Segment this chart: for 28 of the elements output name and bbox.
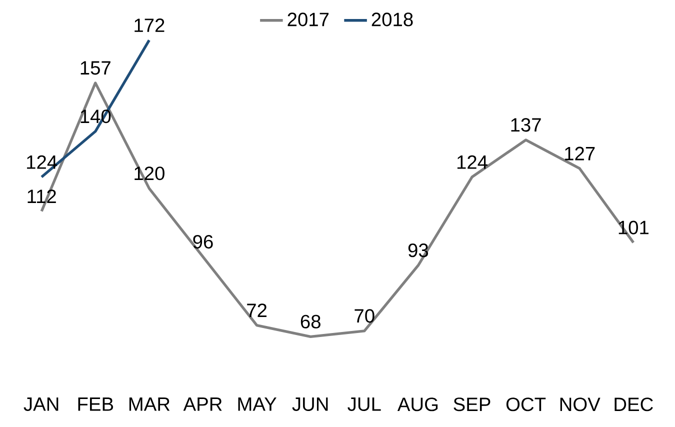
- data-label: 112: [28, 190, 56, 203]
- x-tick-label: JUN: [292, 398, 328, 411]
- data-label: 120: [134, 166, 164, 180]
- x-tick-label: MAR: [129, 398, 170, 411]
- data-label: 137: [511, 118, 541, 132]
- legend-label: 2017: [288, 12, 329, 26]
- data-label: 72: [247, 304, 266, 317]
- x-tick-label: JAN: [24, 398, 58, 411]
- data-label: 96: [193, 234, 213, 249]
- data-label: 70: [354, 309, 374, 323]
- data-label: 127: [565, 146, 595, 160]
- data-label: 93: [408, 244, 428, 258]
- data-label: 124: [27, 155, 58, 169]
- x-tick-label: AUG: [397, 398, 438, 412]
- data-label: 68: [300, 314, 320, 328]
- x-tick-label: JUL: [348, 398, 381, 411]
- data-label: 101: [618, 220, 648, 234]
- x-tick-label: DEC: [614, 398, 653, 412]
- data-label: 124: [457, 155, 488, 169]
- x-tick-label: SEP: [454, 398, 490, 412]
- x-tick-label: OCT: [506, 398, 546, 412]
- x-tick-label: MAY: [238, 398, 276, 411]
- data-label: 157: [80, 61, 110, 75]
- x-tick-label: FEB: [78, 398, 114, 411]
- data-label: 172: [134, 18, 164, 32]
- legend-label: 2018: [372, 12, 413, 26]
- x-tick-label: APR: [183, 398, 222, 411]
- x-tick-label: NOV: [560, 398, 600, 412]
